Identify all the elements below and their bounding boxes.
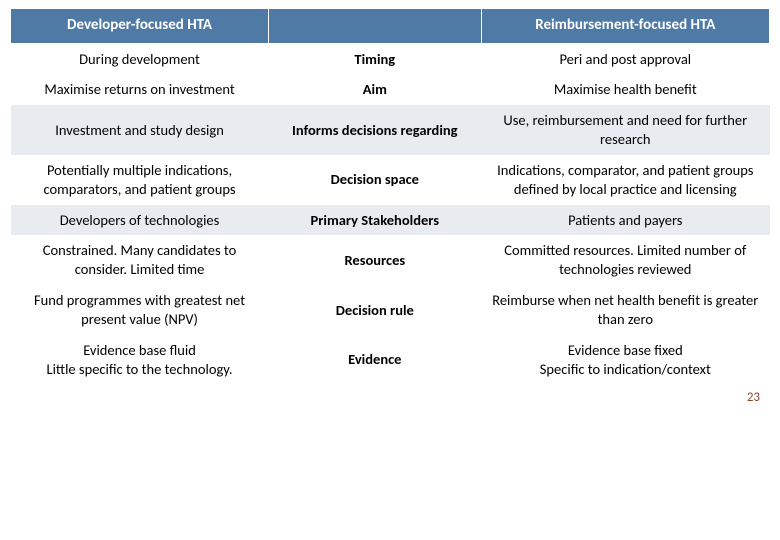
cell-right: Peri and post approval (481, 43, 769, 74)
cell-right: Reimburse when net health benefit is gre… (481, 285, 769, 335)
table-row: Investment and study design Informs deci… (11, 105, 770, 155)
table-row: During development Timing Peri and post … (11, 43, 770, 74)
header-right: Reimbursement-focused HTA (481, 9, 769, 44)
header-left: Developer-focused HTA (11, 9, 269, 44)
cell-mid: Timing (269, 43, 482, 74)
cell-mid: Primary Stakeholders (269, 205, 482, 236)
cell-right: Committed resources. Limited number of t… (481, 235, 769, 285)
table-row: Constrained. Many candidates to consider… (11, 235, 770, 285)
cell-left: Constrained. Many candidates to consider… (11, 235, 269, 285)
table-row: Developers of technologies Primary Stake… (11, 205, 770, 236)
table-row: Evidence base fluidLittle specific to th… (11, 335, 770, 385)
cell-left: Maximise returns on investment (11, 74, 269, 105)
cell-mid: Decision space (269, 155, 482, 205)
table-row: Fund programmes with greatest net presen… (11, 285, 770, 335)
cell-left: Developers of technologies (11, 205, 269, 236)
header-mid (269, 9, 482, 44)
cell-mid: Aim (269, 74, 482, 105)
cell-left: Potentially multiple indications, compar… (11, 155, 269, 205)
cell-mid: Resources (269, 235, 482, 285)
cell-left: Evidence base fluidLittle specific to th… (11, 335, 269, 385)
cell-left: Fund programmes with greatest net presen… (11, 285, 269, 335)
cell-right: Patients and payers (481, 205, 769, 236)
table-row: Potentially multiple indications, compar… (11, 155, 770, 205)
cell-left: During development (11, 43, 269, 74)
table-row: Maximise returns on investment Aim Maxim… (11, 74, 770, 105)
table-header-row: Developer-focused HTA Reimbursement-focu… (11, 9, 770, 44)
cell-left: Investment and study design (11, 105, 269, 155)
cell-mid: Decision rule (269, 285, 482, 335)
cell-right: Indications, comparator, and patient gro… (481, 155, 769, 205)
cell-mid: Evidence (269, 335, 482, 385)
page-number: 23 (10, 384, 770, 405)
cell-right: Evidence base fixedSpecific to indicatio… (481, 335, 769, 385)
cell-right: Maximise health benefit (481, 74, 769, 105)
cell-right: Use, reimbursement and need for further … (481, 105, 769, 155)
hta-comparison-table: Developer-focused HTA Reimbursement-focu… (10, 8, 770, 384)
cell-mid: Informs decisions regarding (269, 105, 482, 155)
